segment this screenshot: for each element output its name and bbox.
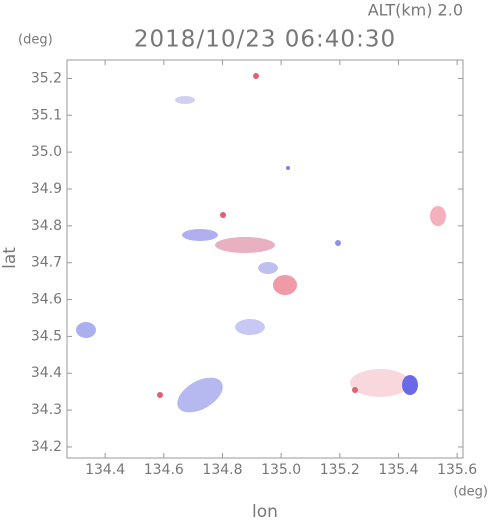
y-tick-label: 34.5 xyxy=(31,328,62,344)
x-tick-label: 134.8 xyxy=(202,462,242,478)
x-axis-label: lon xyxy=(252,502,278,521)
echo xyxy=(258,262,278,274)
y-unit: (deg) xyxy=(18,33,53,48)
x-tick-label: 135.2 xyxy=(320,462,360,478)
echo xyxy=(350,369,410,397)
altitude-label: ALT(km) 2.0 xyxy=(368,1,463,20)
echo xyxy=(76,322,96,338)
y-tick-label: 34.4 xyxy=(31,365,62,381)
echo xyxy=(286,166,290,170)
echo xyxy=(335,240,341,246)
echo xyxy=(235,319,265,335)
y-tick-label: 34.3 xyxy=(31,402,62,418)
y-tick-label: 35.0 xyxy=(31,144,62,160)
plot-frame xyxy=(66,59,464,459)
y-tick-label: 34.9 xyxy=(31,181,62,197)
x-tick-label: 134.4 xyxy=(85,462,125,478)
y-tick-label: 34.2 xyxy=(31,439,62,455)
x-unit: (deg) xyxy=(453,485,488,500)
x-tick-label: 134.6 xyxy=(144,462,184,478)
y-tick-label: 35.2 xyxy=(31,70,62,86)
echo xyxy=(182,229,218,241)
y-axis-label: lat xyxy=(0,247,20,269)
x-tick-label: 135.4 xyxy=(378,462,418,478)
y-tick-label: 35.1 xyxy=(31,107,62,123)
y-tick-label: 34.7 xyxy=(31,255,62,271)
echoes xyxy=(76,73,446,413)
x-tick-label: 135.0 xyxy=(261,462,301,478)
echo xyxy=(175,96,195,104)
echo xyxy=(220,212,226,218)
echo xyxy=(352,387,358,393)
echo xyxy=(402,375,418,395)
echo xyxy=(177,377,223,413)
title: 2018/10/23 06:40:30 xyxy=(134,27,396,53)
y-tick-label: 34.8 xyxy=(31,218,62,234)
y-tick-label: 34.6 xyxy=(31,292,62,308)
echo xyxy=(273,275,297,295)
echo xyxy=(157,392,163,398)
echo xyxy=(253,73,259,79)
echo xyxy=(215,237,275,253)
echo xyxy=(430,206,446,226)
x-tick-label: 135.6 xyxy=(437,462,477,478)
